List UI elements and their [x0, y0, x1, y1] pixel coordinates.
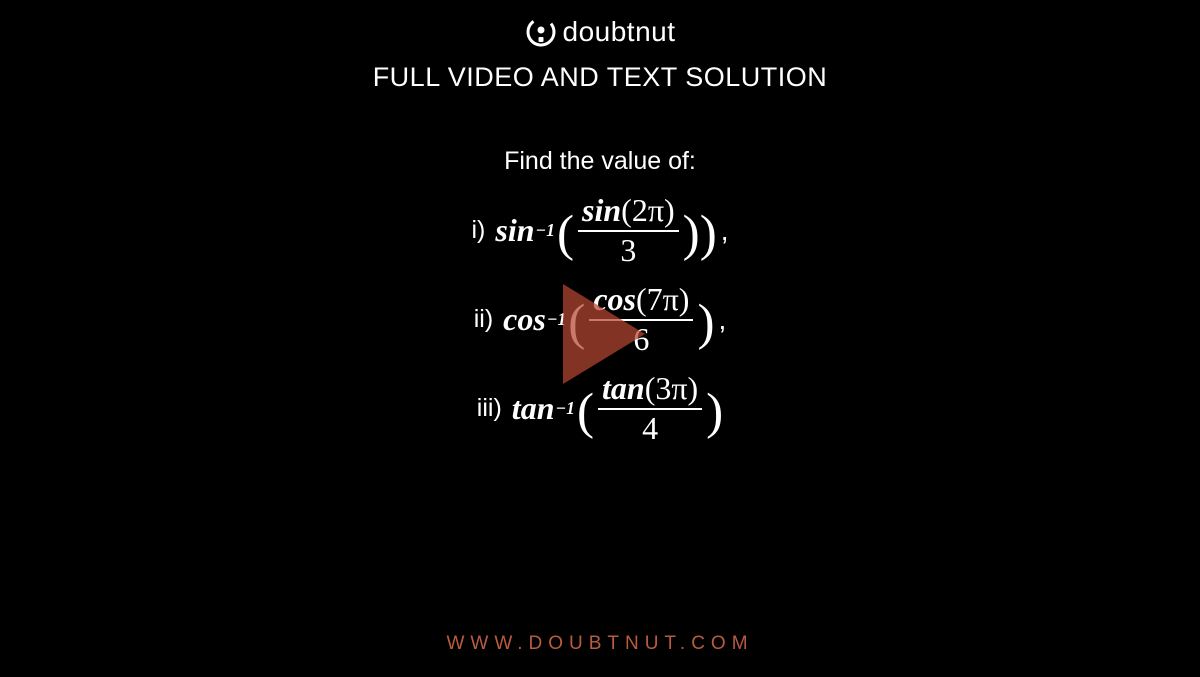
footer-url: WWW.DOUBTNUT.COM [446, 633, 753, 655]
line-label: iii) [477, 394, 502, 423]
line-label: ii) [474, 305, 493, 334]
outer-fn: tan [512, 390, 555, 427]
play-button[interactable] [545, 284, 655, 394]
numerator: sin(2π) [578, 194, 679, 232]
play-icon [563, 284, 645, 384]
brand-logo: doubtnut [525, 16, 676, 48]
fraction: sin(2π) 3 [578, 194, 679, 267]
line-label: i) [471, 216, 485, 245]
trailing-comma: , [719, 304, 727, 336]
prompt-text: Find the value of: [504, 147, 696, 176]
denominator: 3 [620, 232, 636, 268]
superscript: −1 [555, 398, 574, 419]
page-subtitle: FULL VIDEO AND TEXT SOLUTION [373, 62, 828, 93]
brand-name: doubtnut [563, 16, 676, 48]
doubtnut-logo-icon [525, 16, 557, 48]
superscript: −1 [536, 220, 555, 241]
math-line-1: i) sin−1( sin(2π) 3 )), [471, 194, 728, 267]
outer-fn: sin [495, 212, 534, 249]
trailing-comma: , [721, 215, 729, 247]
outer-fn: cos [503, 301, 546, 338]
denominator: 4 [642, 410, 658, 446]
